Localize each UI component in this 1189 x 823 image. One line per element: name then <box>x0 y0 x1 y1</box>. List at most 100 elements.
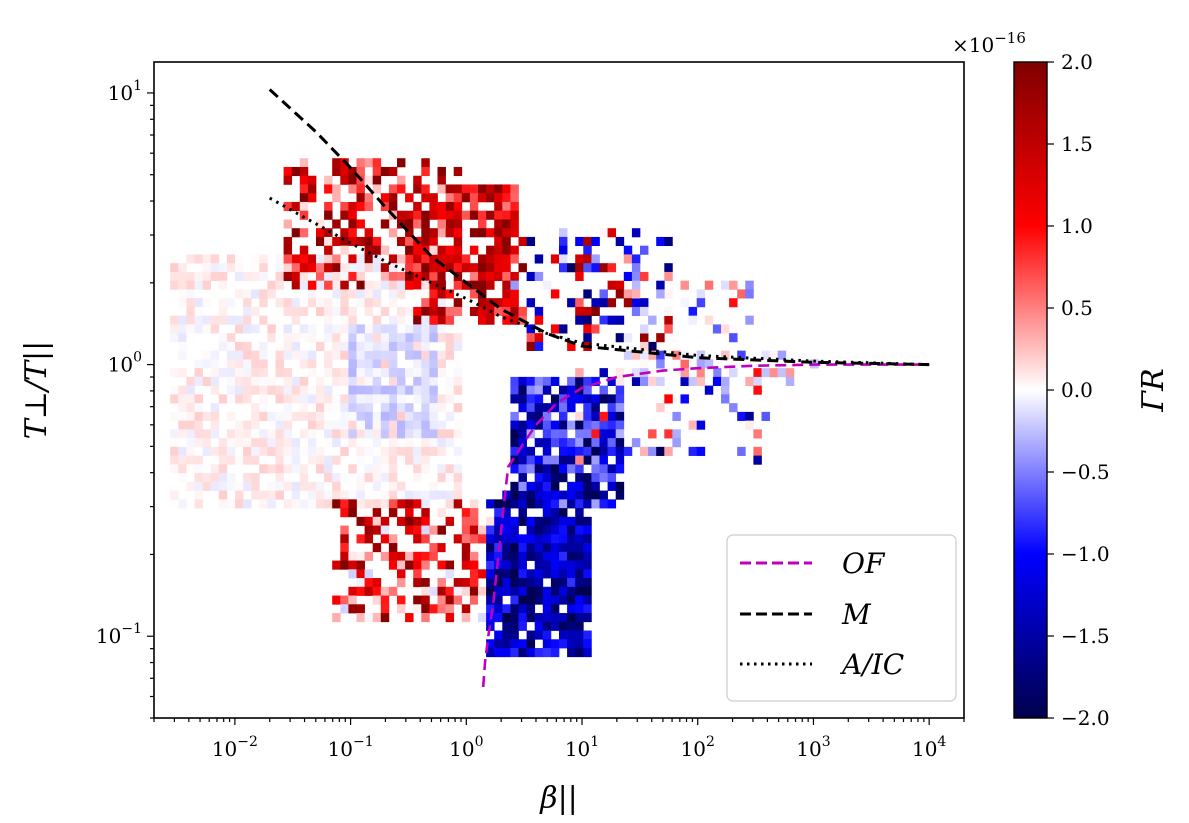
heatmap-cell <box>656 333 665 343</box>
heatmap-cell <box>218 315 228 325</box>
heatmap-cell <box>332 403 341 413</box>
heatmap-cell <box>405 403 414 413</box>
heatmap-cell <box>186 473 195 483</box>
heatmap-cell <box>567 578 576 588</box>
heatmap-cell <box>340 411 349 421</box>
heatmap-cell <box>583 534 592 544</box>
heatmap-cell <box>478 219 487 229</box>
heatmap-cell <box>575 525 584 535</box>
heatmap-cell <box>550 578 560 588</box>
heatmap-cell <box>478 228 487 238</box>
heatmap-cell <box>510 254 519 264</box>
heatmap-cell <box>591 455 600 465</box>
heatmap-cell <box>356 385 365 395</box>
heatmap-cell <box>559 263 568 273</box>
heatmap-cell <box>559 429 568 439</box>
heatmap-cell <box>445 438 455 448</box>
heatmap-cell <box>453 341 463 351</box>
heatmap-cell <box>486 648 495 658</box>
heatmap-cell <box>437 254 446 264</box>
heatmap-cell <box>251 411 260 421</box>
heatmap-cell <box>380 499 390 509</box>
heatmap-cell <box>656 289 665 299</box>
heatmap-cell <box>291 499 301 509</box>
heatmap-cell <box>623 245 633 255</box>
heatmap-cell <box>251 368 260 378</box>
heatmap-cell <box>461 263 471 273</box>
heatmap-cell <box>178 446 187 456</box>
heatmap-cell <box>299 359 309 369</box>
heatmap-cell <box>413 411 422 421</box>
heatmap-cell <box>380 394 390 404</box>
heatmap-cell <box>664 236 673 247</box>
heatmap-cell <box>235 499 244 509</box>
heatmap-cell <box>332 263 341 273</box>
heatmap-cell <box>534 455 544 465</box>
heatmap-cell <box>299 403 309 413</box>
heatmap-cell <box>534 271 544 282</box>
heatmap-cell <box>526 569 536 579</box>
heatmap-cell <box>567 298 576 308</box>
heatmap-cell <box>397 236 406 247</box>
heatmap-cell <box>429 525 438 535</box>
heatmap-cell <box>591 438 600 448</box>
heatmap-cell <box>405 455 414 465</box>
heatmap-cell <box>518 376 527 386</box>
heatmap-cell <box>380 490 390 500</box>
heatmap-cell <box>397 411 406 421</box>
heatmap-cell <box>583 446 592 456</box>
heatmap-cell <box>307 324 317 334</box>
heatmap-cell <box>664 429 673 439</box>
heatmap-cell <box>202 298 212 308</box>
heatmap-cell <box>445 201 455 212</box>
heatmap-cell <box>542 403 552 413</box>
heatmap-cell <box>380 385 390 395</box>
heatmap-cell <box>356 219 365 229</box>
heatmap-cell <box>226 481 236 491</box>
heatmap-cell <box>388 481 398 491</box>
heatmap-cell <box>437 210 446 220</box>
heatmap-cell <box>510 315 519 325</box>
heatmap-cell <box>218 481 228 491</box>
heatmap-cell <box>235 263 244 273</box>
heatmap-cell <box>542 551 552 561</box>
heatmap-cell <box>348 385 357 395</box>
heatmap-cell <box>680 359 689 369</box>
heatmap-cell <box>550 464 560 474</box>
colorbar-tick-label: 2.0 <box>1061 50 1093 74</box>
heatmap-cell <box>502 201 511 212</box>
heatmap-cell <box>526 385 536 395</box>
heatmap-cell <box>356 473 365 483</box>
heatmap-cell <box>380 280 390 290</box>
heatmap-cell <box>324 464 333 474</box>
heatmap-cell <box>526 639 536 649</box>
heatmap-cell <box>704 368 714 378</box>
heatmap-cell <box>251 315 260 325</box>
heatmap-cell <box>251 376 260 386</box>
heatmap-cell <box>186 403 195 413</box>
heatmap-cell <box>235 289 244 299</box>
heatmap-cell <box>332 481 341 491</box>
heatmap-cell <box>194 254 203 264</box>
heatmap-cell <box>494 525 503 535</box>
heatmap-cell <box>502 578 511 588</box>
heatmap-cell <box>672 429 681 439</box>
heatmap-cell <box>194 324 203 334</box>
heatmap-cell <box>364 464 374 474</box>
heatmap-cell <box>429 236 438 247</box>
heatmap-cell <box>218 280 228 290</box>
heatmap-cell <box>534 613 544 623</box>
heatmap-cell <box>437 350 446 360</box>
heatmap-cell <box>324 429 333 439</box>
heatmap-cell <box>243 315 252 325</box>
heatmap-cell <box>777 350 787 360</box>
heatmap-cell <box>429 201 438 212</box>
heatmap-cell <box>550 420 560 430</box>
heatmap-cell <box>340 490 349 500</box>
heatmap-cell <box>445 586 455 596</box>
heatmap-cell <box>348 560 357 570</box>
heatmap-cell <box>591 376 600 386</box>
heatmap-cell <box>567 385 576 395</box>
heatmap-cell <box>388 420 398 430</box>
